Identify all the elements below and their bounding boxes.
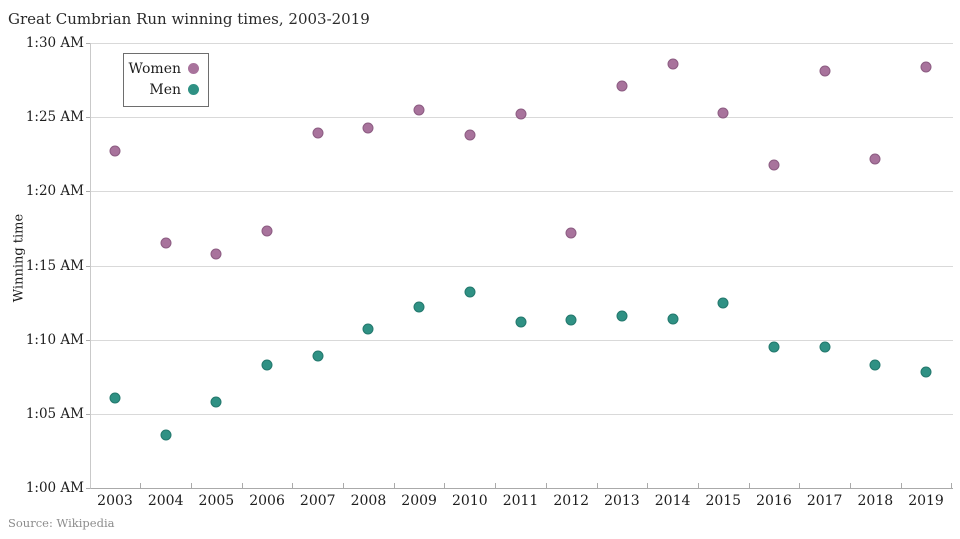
x-axis-label-2010: 2010 bbox=[452, 493, 488, 509]
x-axis-tick bbox=[850, 483, 851, 488]
legend: Women Men bbox=[123, 53, 209, 107]
y-axis-label-110am: 1:10 AM bbox=[25, 331, 84, 348]
x-axis-label-2019: 2019 bbox=[908, 493, 944, 509]
point-men-2011[interactable] bbox=[515, 316, 527, 328]
x-axis-tick bbox=[191, 483, 193, 488]
point-women-2014[interactable] bbox=[667, 58, 679, 70]
point-women-2016[interactable] bbox=[768, 159, 780, 171]
x-axis-tick bbox=[241, 483, 243, 488]
point-women-2009[interactable] bbox=[413, 104, 425, 116]
point-men-2019[interactable] bbox=[920, 366, 932, 378]
y-axis-label-100am: 1:00 AM bbox=[25, 480, 84, 496]
x-axis-tick bbox=[596, 483, 598, 488]
point-women-2013[interactable] bbox=[616, 80, 628, 92]
x-axis-tick bbox=[140, 483, 142, 488]
x-axis-label-2015: 2015 bbox=[705, 493, 742, 509]
x-axis-label-2011: 2011 bbox=[502, 493, 539, 509]
point-women-2012[interactable] bbox=[565, 227, 577, 239]
y-axis-tick bbox=[86, 413, 90, 415]
legend-row-women: Women bbox=[128, 58, 199, 79]
point-women-2017[interactable] bbox=[819, 65, 831, 77]
x-axis-tick bbox=[900, 483, 902, 488]
x-axis-tick bbox=[444, 483, 446, 488]
x-axis-label-2013: 2013 bbox=[604, 493, 640, 509]
x-axis-label-2018: 2018 bbox=[857, 493, 894, 509]
x-axis-label-2008: 2008 bbox=[350, 493, 387, 509]
y-axis-tick bbox=[86, 339, 90, 341]
legend-label-men: Men bbox=[149, 81, 181, 98]
legend-label-women: Women bbox=[128, 60, 181, 77]
gridline-120am bbox=[91, 191, 953, 193]
point-men-2016[interactable] bbox=[768, 341, 780, 353]
source-note: Source: Wikipedia bbox=[8, 516, 115, 530]
x-axis-label-2004: 2004 bbox=[147, 493, 184, 509]
gridline-105am bbox=[91, 413, 953, 415]
legend-marker-men-icon bbox=[188, 84, 199, 95]
x-axis-tick bbox=[545, 483, 547, 488]
point-women-2011[interactable] bbox=[515, 108, 527, 120]
x-axis-tick bbox=[951, 483, 953, 488]
y-axis-tick bbox=[86, 117, 90, 119]
point-women-2019[interactable] bbox=[920, 61, 932, 73]
y-axis-tick bbox=[86, 488, 90, 489]
point-men-2008[interactable] bbox=[362, 323, 374, 335]
x-axis-tick bbox=[697, 483, 699, 488]
point-women-2005[interactable] bbox=[210, 248, 222, 260]
y-axis-label-130am: 1:30 AM bbox=[25, 35, 84, 51]
point-men-2012[interactable] bbox=[565, 314, 577, 326]
point-women-2004[interactable] bbox=[160, 237, 172, 249]
x-axis-tick bbox=[647, 483, 649, 488]
point-men-2006[interactable] bbox=[261, 359, 273, 371]
x-axis-label-2005: 2005 bbox=[198, 493, 235, 509]
gridline-110am bbox=[91, 339, 953, 341]
gridline-115am bbox=[91, 265, 953, 267]
point-men-2007[interactable] bbox=[312, 350, 324, 362]
point-men-2015[interactable] bbox=[717, 297, 729, 309]
point-women-2007[interactable] bbox=[312, 127, 324, 139]
point-women-2008[interactable] bbox=[362, 122, 374, 134]
point-men-2010[interactable] bbox=[464, 286, 476, 298]
legend-row-men: Men bbox=[128, 79, 199, 100]
point-men-2004[interactable] bbox=[160, 429, 172, 441]
chart-title: Great Cumbrian Run winning times, 2003-2… bbox=[8, 10, 370, 28]
point-men-2003[interactable] bbox=[109, 392, 121, 404]
point-women-2006[interactable] bbox=[261, 225, 273, 237]
point-men-2018[interactable] bbox=[869, 359, 881, 371]
y-axis-tick bbox=[86, 265, 90, 267]
point-men-2009[interactable] bbox=[413, 301, 425, 313]
x-axis-tick bbox=[292, 483, 294, 488]
x-axis-label-2003: 2003 bbox=[97, 493, 133, 509]
x-axis-tick bbox=[393, 483, 395, 488]
point-men-2005[interactable] bbox=[210, 396, 222, 408]
gridline-130am bbox=[91, 43, 953, 44]
legend-marker-women-icon bbox=[188, 63, 199, 74]
point-women-2003[interactable] bbox=[109, 145, 121, 157]
x-axis-label-2009: 2009 bbox=[401, 493, 437, 509]
point-women-2015[interactable] bbox=[717, 107, 729, 119]
x-axis-label-2016: 2016 bbox=[756, 493, 792, 509]
x-axis-tick bbox=[799, 483, 801, 488]
x-axis-label-2014: 2014 bbox=[654, 493, 691, 509]
x-axis-label-2012: 2012 bbox=[553, 493, 590, 509]
y-axis-tick bbox=[86, 43, 90, 44]
y-axis-label-105am: 1:05 AM bbox=[25, 405, 84, 422]
x-axis-tick bbox=[748, 483, 750, 488]
point-men-2013[interactable] bbox=[616, 310, 628, 322]
x-axis-tick bbox=[495, 483, 497, 488]
x-axis-label-2007: 2007 bbox=[299, 493, 336, 509]
point-women-2018[interactable] bbox=[869, 153, 881, 165]
point-men-2014[interactable] bbox=[667, 313, 679, 325]
y-axis-label-120am: 1:20 AM bbox=[25, 183, 84, 200]
y-axis-tick bbox=[86, 191, 90, 193]
x-axis-label-2017: 2017 bbox=[806, 493, 843, 509]
x-axis-label-2006: 2006 bbox=[249, 493, 285, 509]
x-axis-tick bbox=[343, 483, 345, 488]
y-axis-label-125am: 1:25 AM bbox=[25, 109, 84, 126]
point-men-2017[interactable] bbox=[819, 341, 831, 353]
point-women-2010[interactable] bbox=[464, 129, 476, 141]
y-axis-label-115am: 1:15 AM bbox=[25, 257, 84, 274]
